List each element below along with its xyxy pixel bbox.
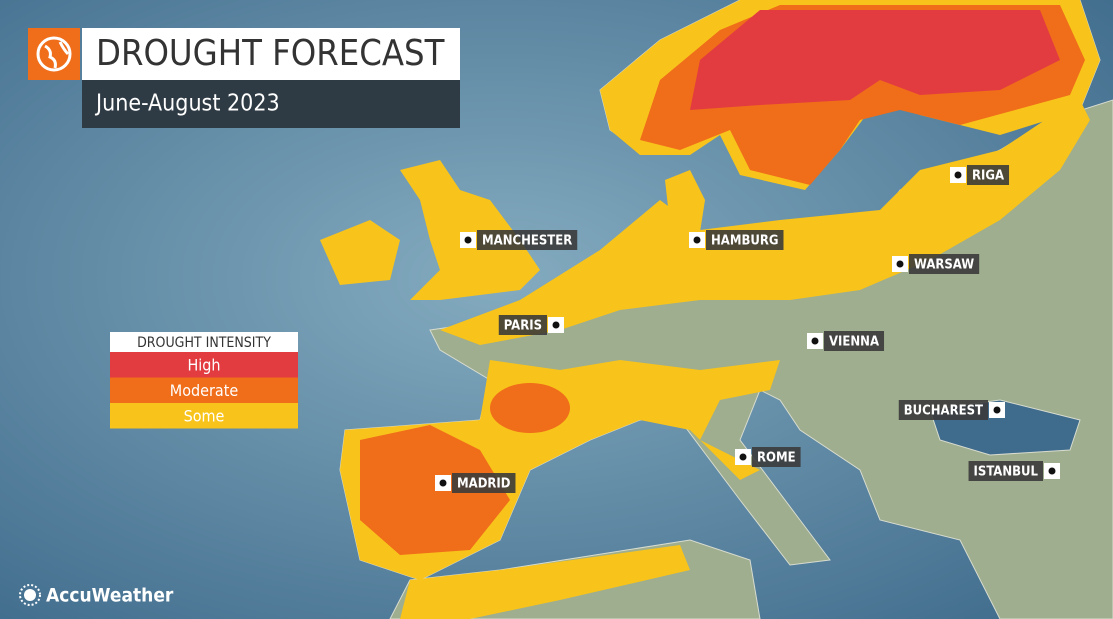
- uk: [400, 160, 540, 300]
- city-marker: [739, 453, 747, 461]
- city-marker: [439, 479, 447, 487]
- zone: [490, 383, 570, 433]
- globe-lines: [44, 41, 70, 69]
- city-label-box: [898, 400, 988, 420]
- title-box: [82, 28, 460, 80]
- legend-title: DROUGHT INTENSITY: [137, 335, 271, 351]
- city-marker: [464, 236, 472, 244]
- drought-high: [690, 10, 1060, 110]
- city: ROME: [735, 447, 801, 467]
- title: DROUGHT FORECAST: [96, 33, 445, 74]
- city: MADRID: [435, 473, 516, 493]
- zone: [400, 545, 690, 619]
- city-label: HAMBURG: [711, 234, 779, 249]
- zone: [440, 100, 1090, 345]
- city-label-box: [909, 254, 980, 274]
- subtitle-box: [82, 80, 460, 128]
- legend-label: Moderate: [170, 381, 239, 400]
- city-marker: [993, 406, 1001, 414]
- city-label-box: [968, 461, 1043, 481]
- city-marker: [1048, 467, 1056, 475]
- legend-label: Some: [184, 407, 225, 426]
- legend: DROUGHT INTENSITY High Moderate Some: [110, 332, 298, 429]
- city-label: PARIS: [504, 319, 542, 334]
- city-label: RIGA: [972, 169, 1004, 184]
- ireland: [320, 220, 400, 285]
- brand-rays: [19, 584, 41, 606]
- city-label: BUCHAREST: [904, 404, 983, 419]
- city: WARSAW: [892, 254, 980, 274]
- legend-label: High: [187, 356, 220, 375]
- brand-name: AccuWeather: [46, 585, 174, 607]
- city-label: WARSAW: [914, 258, 974, 273]
- subtitle: June-August 2023: [94, 91, 280, 117]
- globe-icon: [36, 36, 72, 72]
- city: MANCHESTER: [460, 230, 578, 250]
- city-label: ROME: [757, 451, 796, 466]
- city: RIGA: [950, 165, 1010, 185]
- city: VIENNA: [807, 331, 885, 351]
- city-label-box: [967, 165, 1010, 185]
- city-label-box: [706, 230, 784, 250]
- city-marker: [811, 337, 819, 345]
- city-label: MANCHESTER: [482, 234, 572, 249]
- legend-swatch: [110, 377, 298, 403]
- city-label: MADRID: [457, 477, 511, 492]
- brand: AccuWeather: [19, 584, 174, 607]
- city-marker: [552, 321, 560, 329]
- city: ISTANBUL: [968, 461, 1060, 481]
- city: BUCHAREST: [898, 400, 1005, 420]
- legend-title-box: [110, 332, 298, 352]
- city-marker: [896, 260, 904, 268]
- brand-icon: [24, 589, 36, 601]
- legend-swatch: [110, 403, 298, 429]
- city-label-box: [752, 447, 801, 467]
- logo-box: [28, 28, 80, 80]
- city-marker: [954, 171, 962, 179]
- city: PARIS: [498, 315, 564, 335]
- city: HAMBURG: [689, 230, 784, 250]
- city-label-box: [824, 331, 885, 351]
- legend-swatch: [110, 352, 298, 378]
- cities: MANCHESTER HAMBURG RIGA WARSAW PARIS VIENNA BU…: [435, 165, 1060, 493]
- denmark: [665, 170, 705, 232]
- city-label: VIENNA: [829, 335, 879, 350]
- city-label-box: [498, 315, 547, 335]
- city-label-box: [452, 473, 516, 493]
- city-label-box: [477, 230, 578, 250]
- header: DROUGHT FORECAST June-August 2023: [28, 28, 460, 128]
- city-marker: [693, 236, 701, 244]
- city-label: ISTANBUL: [974, 465, 1039, 480]
